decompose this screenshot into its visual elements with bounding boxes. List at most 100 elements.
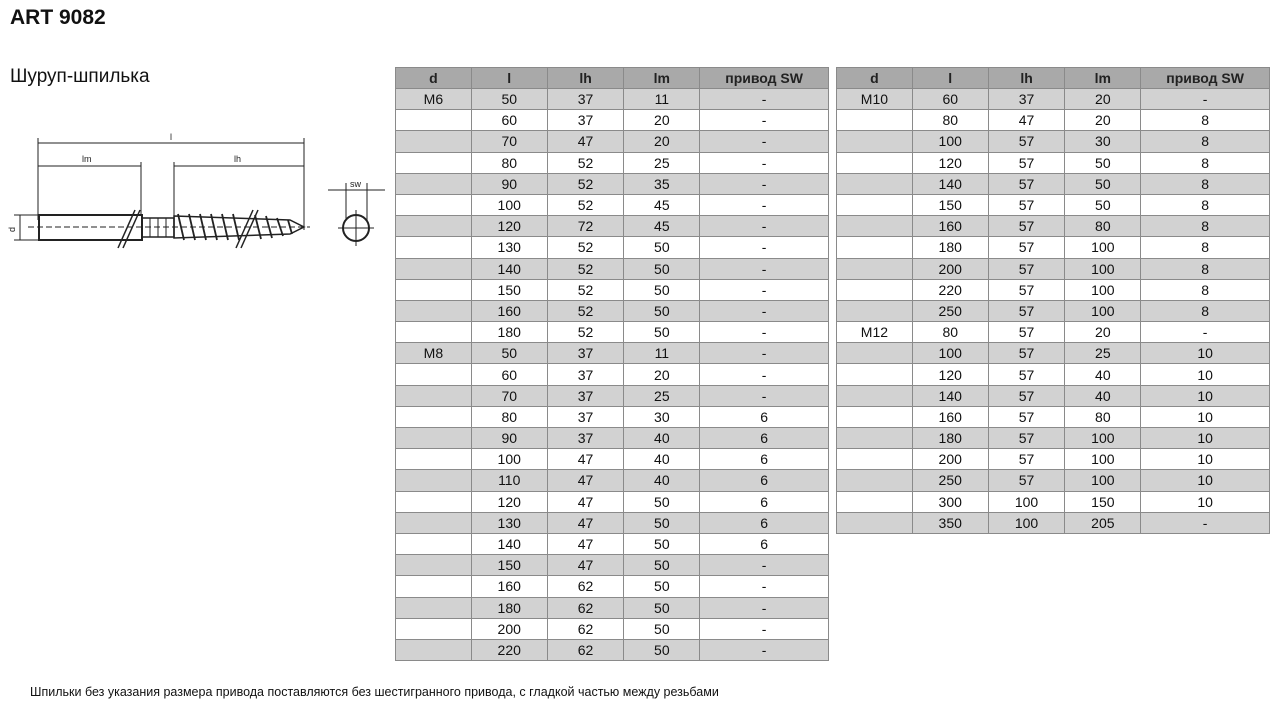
cell-lm: 40 <box>1064 363 1142 386</box>
cell-l: 120 <box>911 151 989 174</box>
table-row: 120 72 45- <box>395 215 829 238</box>
table-row: 200 62 50- <box>395 617 829 640</box>
cell-lm: 100 <box>1064 257 1142 280</box>
cell-lh: 37 <box>546 405 625 429</box>
cell-sw: 8 <box>1140 193 1270 217</box>
cell-lh: 37 <box>546 87 625 111</box>
cell-lm: 50 <box>623 490 701 513</box>
cell-l: 100 <box>470 448 548 471</box>
cell-l: 60 <box>470 109 548 132</box>
cell-sw: 8 <box>1140 257 1270 280</box>
cell-lm: 20 <box>1064 87 1142 111</box>
cell-d <box>395 151 472 174</box>
cell-sw: 6 <box>699 448 829 471</box>
cell-lh: 62 <box>546 617 625 640</box>
cell-lm: 30 <box>623 405 701 429</box>
cell-d <box>836 130 913 153</box>
table-row: 220 57 100 8 <box>836 278 1270 301</box>
cell-d <box>836 363 913 386</box>
cell-lm: 25 <box>623 384 701 407</box>
table-row: 130 47 50 6 <box>395 511 829 534</box>
cell-l: 250 <box>911 469 989 492</box>
cell-d <box>395 299 472 323</box>
cell-sw: - <box>699 215 829 238</box>
cell-lh: 57 <box>987 130 1066 153</box>
table-row: 160 57 80 10 <box>836 405 1270 429</box>
cell-lh: 62 <box>546 575 625 598</box>
dim-l-label: l <box>170 132 172 142</box>
cell-l: 180 <box>911 426 989 450</box>
cell-sw: - <box>699 321 829 344</box>
cell-lm: 25 <box>623 151 701 174</box>
cell-sw: - <box>699 130 829 153</box>
cell-lh: 47 <box>546 130 625 153</box>
table-row: 180 57 100 10 <box>836 426 1270 450</box>
column-header-lm: lm <box>623 67 701 89</box>
cell-l: 100 <box>470 193 548 217</box>
cell-sw: 6 <box>699 469 829 492</box>
cell-l: 150 <box>911 193 989 217</box>
table-row: 180 62 50- <box>395 596 829 619</box>
table-row: 150 52 50- <box>395 278 829 301</box>
cell-d <box>395 638 472 662</box>
cell-d <box>836 151 913 174</box>
cell-lh: 47 <box>546 448 625 471</box>
cell-lm: 40 <box>1064 384 1142 407</box>
cell-l: 180 <box>470 596 548 619</box>
table-row: 70 37 25- <box>395 384 829 407</box>
cell-lm: 50 <box>623 596 701 619</box>
cell-lh: 47 <box>546 554 625 577</box>
cell-lm: 100 <box>1064 469 1142 492</box>
cell-lh: 52 <box>546 299 625 323</box>
table-row: 350 100 205- <box>836 511 1270 534</box>
cell-sw: 6 <box>699 511 829 534</box>
column-header-sw: привод SW <box>1140 67 1270 89</box>
cell-d <box>836 278 913 301</box>
table-row: 140 52 50- <box>395 257 829 280</box>
cell-d <box>836 405 913 429</box>
cell-d <box>836 511 913 534</box>
cell-d <box>395 109 472 132</box>
cell-l: 160 <box>911 405 989 429</box>
cell-lm: 35 <box>623 172 701 195</box>
cell-d <box>395 278 472 301</box>
cell-lm: 45 <box>623 193 701 217</box>
cell-lm: 205 <box>1064 511 1142 534</box>
header-row: d l lh lm привод SW <box>836 67 1270 89</box>
column-header-d: d <box>395 67 472 89</box>
cell-sw: - <box>699 617 829 640</box>
cell-d <box>836 172 913 195</box>
table-row: 120 47 50 6 <box>395 490 829 513</box>
table-row: 250 57 100 8 <box>836 299 1270 323</box>
cell-sw: - <box>699 299 829 323</box>
column-header-sw: привод SW <box>699 67 829 89</box>
table-row: 110 47 40 6 <box>395 469 829 492</box>
cell-sw: - <box>699 554 829 577</box>
cell-lm: 50 <box>1064 151 1142 174</box>
cell-lh: 57 <box>987 384 1066 407</box>
cell-d: M12 <box>836 321 913 344</box>
cell-d <box>395 575 472 598</box>
table-row: 120 57 50 8 <box>836 151 1270 174</box>
cell-lh: 47 <box>546 490 625 513</box>
cell-d <box>836 257 913 280</box>
cell-l: 80 <box>470 151 548 174</box>
cell-l: 60 <box>470 363 548 386</box>
cell-d <box>395 426 472 450</box>
cell-d <box>395 363 472 386</box>
dim-lm-label: lm <box>82 154 92 164</box>
table-row: 100 57 30 8 <box>836 130 1270 153</box>
cell-sw: - <box>699 638 829 662</box>
cell-l: 160 <box>911 215 989 238</box>
cell-sw: - <box>699 257 829 280</box>
cell-l: 120 <box>470 490 548 513</box>
cell-l: 80 <box>911 109 989 132</box>
cell-lh: 57 <box>987 236 1066 259</box>
cell-lh: 57 <box>987 299 1066 323</box>
cell-lm: 100 <box>1064 236 1142 259</box>
dim-lh-label: lh <box>234 154 241 164</box>
table-row: 180 52 50- <box>395 321 829 344</box>
table-row: 200 57 100 10 <box>836 448 1270 471</box>
cell-lm: 50 <box>623 575 701 598</box>
cell-sw: 8 <box>1140 278 1270 301</box>
